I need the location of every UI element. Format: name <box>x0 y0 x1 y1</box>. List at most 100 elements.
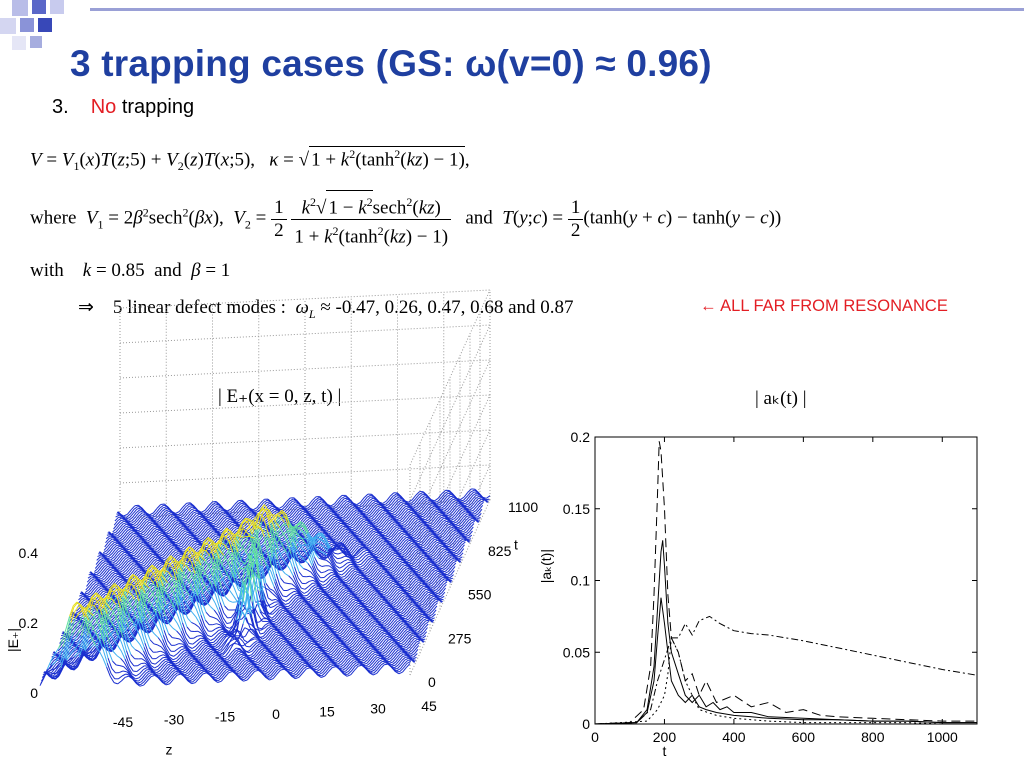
surface-segment <box>387 516 391 517</box>
surface-segment <box>358 560 362 563</box>
surface-segment <box>357 543 361 544</box>
surface-segment <box>437 565 441 566</box>
surface-segment <box>402 531 406 532</box>
surface-segment <box>347 524 351 525</box>
surface-segment <box>269 505 273 506</box>
surface-segment <box>190 504 194 505</box>
left-plot-title: | E₊(x = 0, z, t) | <box>218 385 341 408</box>
surface-segment <box>133 564 137 565</box>
surface-segment <box>420 553 424 554</box>
surface-segment <box>163 507 167 508</box>
surface-segment <box>227 509 231 511</box>
surface-segment <box>305 505 309 507</box>
surface-segment <box>337 563 341 564</box>
surface-segment <box>98 555 102 557</box>
surface-segment <box>422 525 426 526</box>
surface-segment <box>316 528 320 529</box>
equation-line-3: with k = 0.85 and β = 1 <box>30 260 230 282</box>
surface-segment <box>357 502 361 504</box>
surface-segment <box>178 515 182 517</box>
surface-segment <box>190 528 194 530</box>
surface-segment <box>166 533 170 534</box>
surface-segment <box>326 532 330 533</box>
surface-segment <box>324 529 328 530</box>
surface-segment <box>451 558 455 560</box>
surface-segment <box>109 537 113 538</box>
grid-line <box>410 325 490 500</box>
surface-segment <box>94 572 98 574</box>
surface-segment <box>295 504 299 505</box>
surface-segment <box>322 566 326 567</box>
surface-segment <box>373 531 377 532</box>
surface-segment <box>122 574 126 575</box>
surface-segment <box>378 504 382 505</box>
surface-segment <box>267 502 271 503</box>
surface-segment <box>404 528 408 529</box>
grid-line <box>120 360 490 378</box>
surface-segment <box>397 558 401 559</box>
surface-segment <box>220 509 224 510</box>
surface-segment <box>124 552 128 553</box>
surface-segment <box>390 518 394 519</box>
slide-title: 3 trapping cases (GS: ω(v=0) ≈ 0.96) <box>70 43 712 85</box>
surface-segment <box>121 520 125 521</box>
surface-segment <box>386 568 390 569</box>
surface-segment <box>137 539 141 541</box>
surface-segment <box>112 564 116 565</box>
surface-segment <box>117 576 121 577</box>
surface-segment <box>168 536 172 537</box>
surface-segment <box>430 527 434 528</box>
surface-segment <box>137 508 141 509</box>
surface-segment <box>414 569 418 570</box>
surface-segment <box>165 510 169 511</box>
surface-segment <box>335 519 339 520</box>
surface-segment <box>335 549 339 550</box>
surface-segment <box>472 514 476 515</box>
surface-segment <box>399 530 403 531</box>
equation-line-4: ⇒ 5 linear defect modes : ωL ≈ -0.47, 0.… <box>78 296 574 322</box>
surface-segment <box>347 562 351 563</box>
surface-segment <box>352 506 356 507</box>
surface-segment <box>365 554 369 556</box>
surface-segment <box>360 569 364 570</box>
surface-segment <box>425 551 429 552</box>
surface-segment <box>107 535 111 536</box>
surface-segment <box>189 506 193 507</box>
surface-segment <box>135 567 139 569</box>
surface-segment <box>374 554 378 555</box>
surface-segment <box>93 580 97 581</box>
surface-segment <box>410 512 414 513</box>
surface-segment <box>397 549 401 551</box>
surface-segment <box>297 506 301 507</box>
and-word: and <box>465 208 492 229</box>
surface-segment <box>387 508 391 510</box>
surface-segment <box>467 539 471 540</box>
surface-segment <box>159 532 163 533</box>
surface-segment <box>241 503 245 504</box>
surface-segment <box>460 500 464 501</box>
surface-segment <box>126 549 130 550</box>
surface-segment <box>318 564 322 566</box>
surface-segment <box>206 524 210 525</box>
surface-segment <box>364 549 368 550</box>
surface-segment <box>400 559 404 560</box>
surface-segment <box>229 521 233 522</box>
surface-segment <box>352 531 356 532</box>
surface-segment <box>318 499 322 500</box>
surface-segment <box>413 507 417 509</box>
surface-segment <box>451 557 455 558</box>
surface-segment <box>401 525 405 526</box>
surface-segment <box>414 545 418 546</box>
surface-segment <box>326 560 330 563</box>
surface-segment <box>136 559 140 560</box>
surface-segment <box>382 541 386 542</box>
surface-segment <box>418 513 422 514</box>
surface-segment <box>140 534 144 535</box>
surface-segment <box>216 503 220 504</box>
surface-segment <box>448 524 452 525</box>
surface-segment <box>175 551 179 553</box>
surface-segment <box>138 531 142 532</box>
surface-segment <box>385 536 389 538</box>
surface-segment <box>362 541 366 542</box>
surface-segment <box>372 500 376 501</box>
